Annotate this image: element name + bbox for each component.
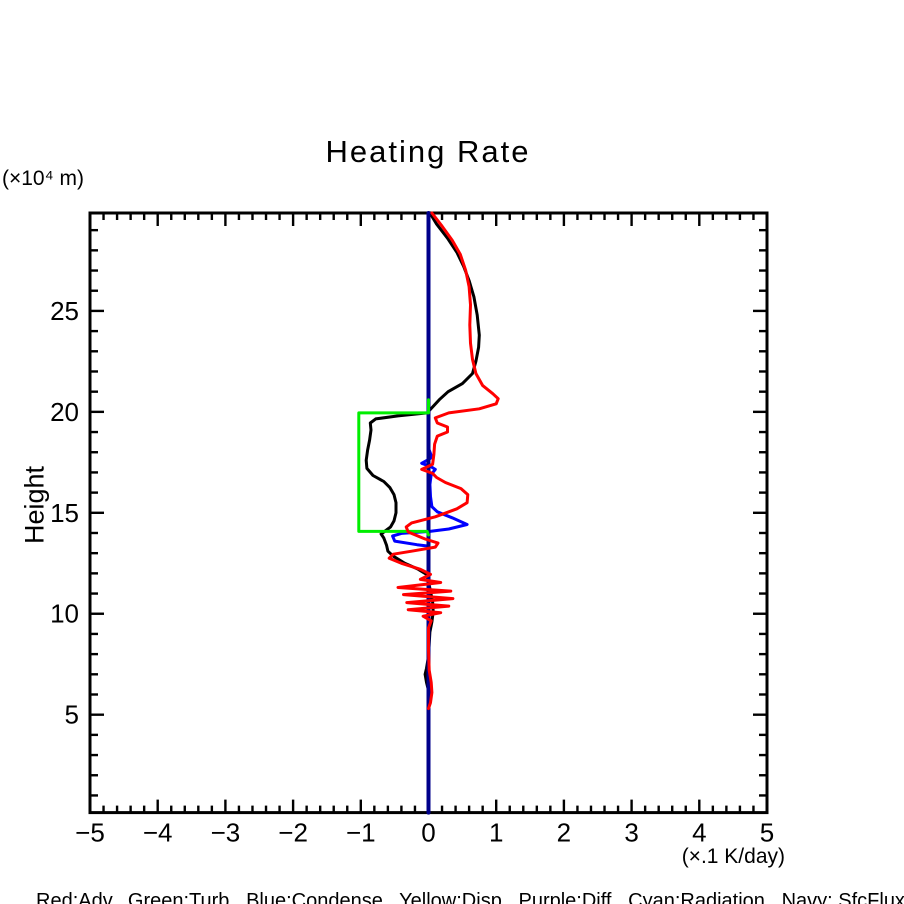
x-tick-label: 4 [692, 818, 706, 848]
x-tick-label: 3 [624, 818, 638, 848]
x-tick-label: 2 [557, 818, 571, 848]
y-axis-ticks [90, 228, 767, 797]
x-tick-label: 1 [489, 818, 503, 848]
legend-caption: Red:Adv, Green:Turb, Blue:Condense, Yell… [36, 890, 904, 904]
y-tick-label: 15 [50, 498, 79, 528]
series-turb-green-line [357, 398, 430, 537]
y-tick-label: 5 [65, 700, 79, 730]
x-tick-label: −4 [143, 818, 173, 848]
x-tick-label: −2 [278, 818, 308, 848]
series-adv-red-line [387, 211, 500, 711]
x-tick-label: −5 [75, 818, 105, 848]
x-tick-label: 0 [421, 818, 435, 848]
x-axis-tick-labels: −5 −4 −3 −2 −1 0 1 2 3 4 5 [75, 818, 774, 848]
x-axis-unit-label: (×.1 K/day) [681, 845, 785, 868]
y-tick-label: 20 [50, 397, 79, 427]
y-tick-label: 10 [50, 599, 79, 629]
x-axis-ticks [88, 213, 769, 813]
y-tick-label: 25 [50, 296, 79, 326]
series-black-line [364, 211, 481, 709]
y-axis-tick-labels: 5 10 15 20 25 [50, 296, 79, 730]
y-axis-unit-label: (×10⁴ m) [2, 167, 84, 190]
chart-title: Heating Rate [325, 134, 531, 169]
x-tick-label: −1 [346, 818, 376, 848]
x-tick-label: −3 [211, 818, 241, 848]
series-condense-blue-line [391, 446, 469, 548]
x-tick-label: 5 [760, 818, 774, 848]
